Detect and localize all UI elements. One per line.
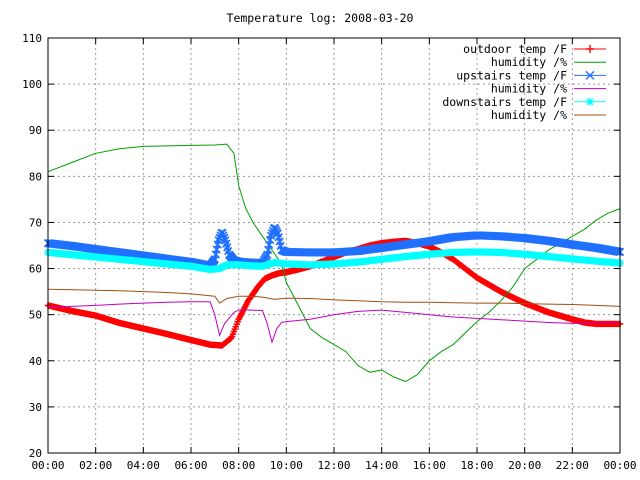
legend-label: humidity /% xyxy=(491,55,567,69)
series-line xyxy=(47,143,621,383)
series-line xyxy=(47,239,620,347)
y-tick-label: 100 xyxy=(22,78,42,91)
x-tick-label: 16:00 xyxy=(413,459,446,472)
legend-label: downstairs temp /F xyxy=(442,95,567,109)
legend-label: humidity /% xyxy=(491,108,567,122)
series-line xyxy=(47,224,621,267)
x-tick-label: 02:00 xyxy=(79,459,112,472)
series-line xyxy=(47,301,621,345)
x-tick-label: 18:00 xyxy=(460,459,493,472)
x-tick-label: 10:00 xyxy=(270,459,303,472)
x-tick-label: 08:00 xyxy=(222,459,255,472)
x-tick-label: 00:00 xyxy=(603,459,636,472)
y-tick-label: 30 xyxy=(29,401,42,414)
legend-label: outdoor temp /F xyxy=(463,42,567,56)
y-tick-label: 90 xyxy=(29,124,42,137)
y-tick-label: 50 xyxy=(29,309,42,322)
x-tick-label: 14:00 xyxy=(365,459,398,472)
y-tick-label: 80 xyxy=(29,170,42,183)
x-tick-label: 12:00 xyxy=(317,459,350,472)
y-tick-label: 40 xyxy=(29,355,42,368)
legend-label: upstairs temp /F xyxy=(456,68,567,82)
legend-marker xyxy=(585,70,595,80)
x-tick-label: 04:00 xyxy=(127,459,160,472)
series-humidity-1 xyxy=(47,143,621,383)
series-line xyxy=(47,250,621,271)
y-tick-label: 20 xyxy=(29,447,42,460)
series-humidity-5 xyxy=(47,288,621,307)
chart-title: Temperature log: 2008-03-20 xyxy=(227,11,414,25)
series-line xyxy=(47,288,621,307)
x-tick-label: 00:00 xyxy=(31,459,64,472)
series-layer xyxy=(43,143,625,383)
series-humidity-3 xyxy=(47,301,621,345)
x-tick-label: 20:00 xyxy=(508,459,541,472)
legend-marker xyxy=(586,97,594,106)
y-tick-label: 70 xyxy=(29,216,42,229)
y-tick-label: 110 xyxy=(22,32,42,45)
axis-ticks: 20 30 40 50 60 70 80 90 100 110 00:00 02:00 04:00 06:… xyxy=(22,32,636,472)
y-tick-label: 60 xyxy=(29,263,42,276)
x-tick-label: 06:00 xyxy=(174,459,207,472)
legend-marker xyxy=(586,45,594,53)
legend-label: humidity /% xyxy=(491,82,567,96)
x-tick-label: 22:00 xyxy=(556,459,589,472)
